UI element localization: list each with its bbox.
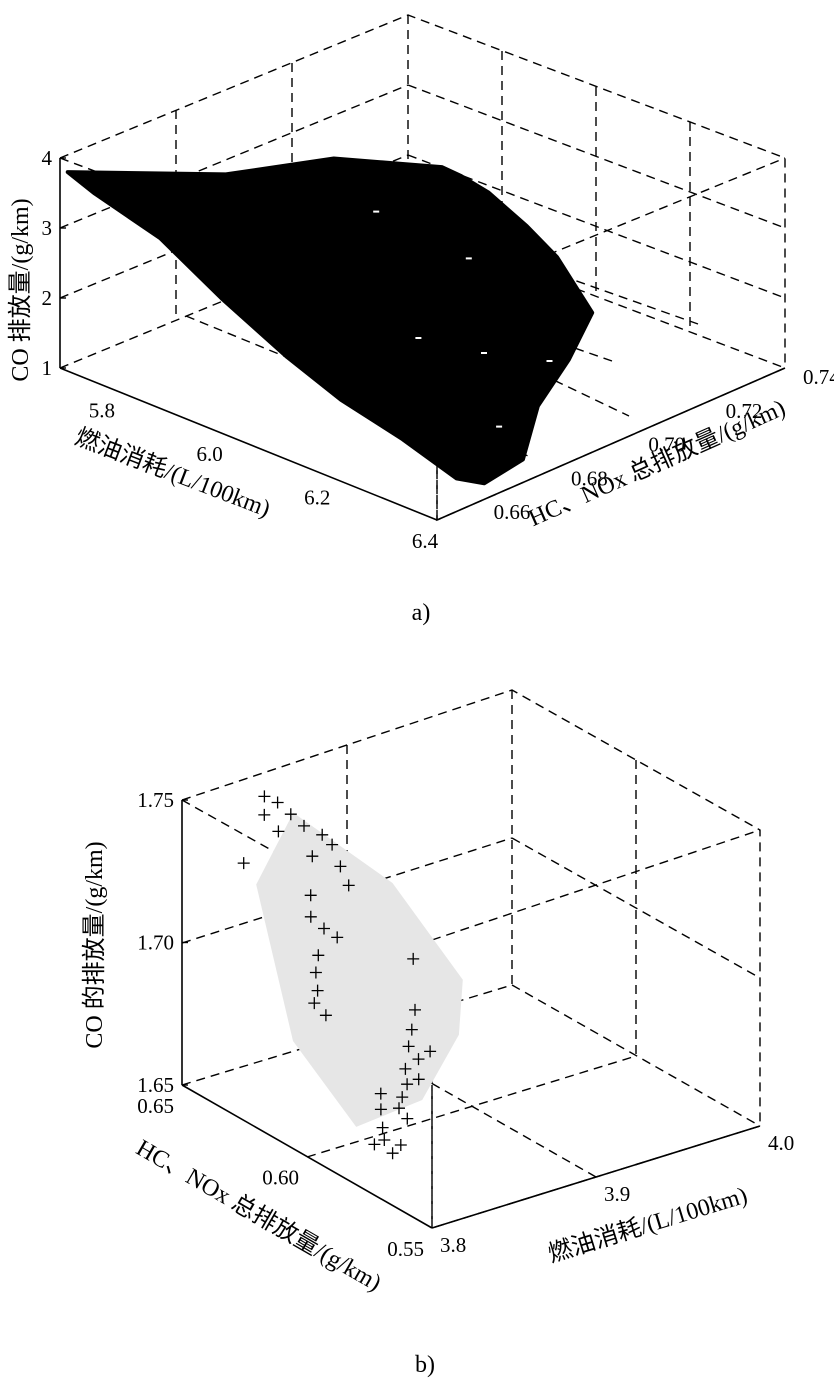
panel-b-y-tick-label: 0.55 [387,1237,424,1261]
panel-b-point [309,966,322,979]
panel-a-cloud-gap [496,425,503,428]
panel-a-3d-chart: 1 2 3 4 5.8 6.0 6.2 6.4 0.66 0.68 0.70 0.72 0.74 CO … [7,14,834,626]
panel-a-cloud-gap [465,257,472,260]
panel-a-axes [59,158,786,521]
panel-a-point-cloud [65,156,595,486]
panel-b-box [181,689,761,1229]
panel-b-point [318,922,330,935]
panel-b-x-tick-label: 3.9 [604,1182,630,1206]
panel-b-tick-labels: 1.65 1.70 1.75 0.55 0.60 0.65 3.8 3.9 4.0 [137,788,794,1261]
panel-b-point [399,1062,412,1075]
panel-b-point [312,949,325,962]
panel-b-point [374,1087,387,1100]
panel-b-z-tick-label: 1.70 [137,931,174,955]
panel-b-point [342,879,355,892]
panel-a-x-tick-label: 5.8 [89,399,115,423]
panel-b-hull [256,812,463,1127]
panel-b-point [304,889,317,902]
panel-b-point [316,828,329,841]
panel-b-point [409,1003,421,1016]
panel-b-point [311,984,324,997]
panel-a-z-tick-label: 2 [42,286,53,310]
panel-a-y-tick-label: 0.70 [648,433,685,457]
panel-b-point [401,1078,414,1091]
panel-b-z-tick-label: 1.65 [137,1073,174,1097]
panel-b-point [407,952,420,965]
panel-a-caption: a) [412,600,431,626]
panel-a-cloud-gap [481,352,487,354]
panel-a-y-tick-label: 0.72 [726,399,763,423]
panel-b-y-axis-label: HC、NOx 总排放量/(g/km) [132,1134,386,1296]
panel-a-y-axis-label: HC、NOx 总排放量/(g/km) [524,394,789,532]
panel-a-cloud-gap [415,337,422,339]
panel-b-point [401,1112,414,1125]
panel-b-point [378,1134,391,1146]
panel-a-y-tick-label: 0.66 [494,500,531,524]
panel-b-grid [181,745,761,1178]
panel-a-z-tick-label: 1 [42,356,53,380]
panel-a-cloud-surface [65,156,595,486]
panel-b-point [412,1053,425,1066]
panel-b-x-tick-label: 4.0 [768,1131,794,1155]
panel-b-point [237,857,250,870]
panel-b-point [304,910,317,923]
panel-b-point [326,838,339,851]
panel-a-z-tick-label: 3 [42,216,53,240]
panel-a-y-tick-label: 0.74 [803,365,834,389]
panel-b-point [284,808,297,821]
panel-a-x-axis-label: 燃油消耗/(L/100km) [71,423,274,522]
panel-b-x-axis-label: 燃油消耗/(L/100km) [545,1182,751,1268]
panel-b-point [368,1138,381,1151]
panel-a-y-tick-label: 0.68 [571,466,608,490]
panel-a-cloud-gap [373,210,380,213]
panel-b-z-axis-label: CO 的排放量/(g/km) [81,841,108,1048]
panel-b-point [402,1040,415,1053]
panel-a-z-axis-label: CO 排放量/(g/km) [7,198,34,381]
panel-b-point [272,825,285,838]
panel-b-point [258,808,271,821]
panel-a-x-tick-label: 6.4 [412,529,439,553]
panel-b-point [334,860,347,873]
panel-b-point [376,1121,389,1134]
panel-b-point [258,790,271,803]
panel-b-point [405,1023,418,1036]
panel-b-point [424,1045,437,1058]
panel-b-hull-surface [256,812,463,1127]
panel-b-point [396,1091,409,1104]
panel-a-x-tick-label: 6.2 [304,486,330,510]
panel-a-z-tick-label: 4 [42,146,53,170]
panel-b-point [271,796,284,809]
panel-b-y-tick-label: 0.60 [262,1166,299,1190]
panel-b-point [412,1073,425,1086]
panel-b-point [306,850,319,863]
panel-b-x-tick-label: 3.8 [440,1233,466,1257]
panel-b-3d-chart: 1.65 1.70 1.75 0.55 0.60 0.65 3.8 3.9 4.0 CO 的排放… [81,689,794,1378]
panel-b-caption: b) [415,1352,435,1378]
panel-b-points [237,790,437,1160]
panel-b-point [331,931,344,944]
panel-a-tick-labels: 1 2 3 4 5.8 6.0 6.2 6.4 0.66 0.68 0.70 0.72 0.74 [42,146,834,553]
panel-a-x-tick-label: 6.0 [196,442,222,466]
panel-b-point [394,1139,407,1151]
panel-b-point [298,819,310,832]
panel-b-point [393,1102,405,1115]
panel-b-point [319,1009,332,1022]
panel-b-z-tick-label: 1.75 [137,788,174,812]
panel-b-point [374,1103,387,1116]
panel-b-y-tick-label: 0.65 [137,1094,174,1118]
panel-a-cloud-gap [546,360,553,362]
panel-b-point [386,1147,399,1160]
panel-b-point [308,997,321,1010]
